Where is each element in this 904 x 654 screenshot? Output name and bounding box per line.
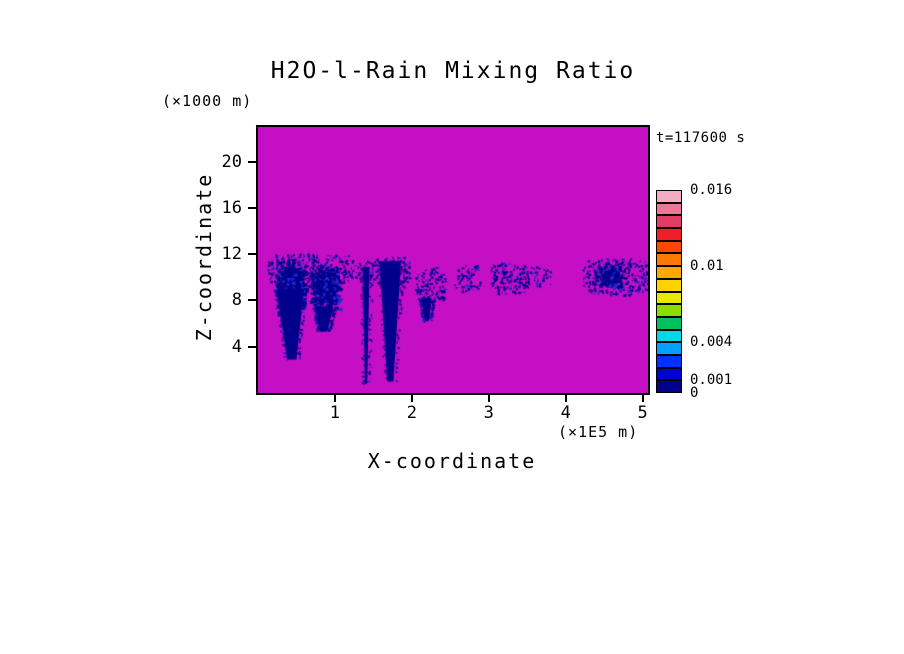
- chart-title: H2O-l-Rain Mixing Ratio: [270, 58, 636, 84]
- x-tick-mark: [641, 395, 644, 402]
- time-annotation: t=117600 s: [656, 130, 746, 146]
- colorbar-segment: [656, 215, 682, 229]
- colorbar-segment: [656, 190, 682, 203]
- plot-frame: [256, 125, 650, 395]
- x-tick-label: 1: [329, 403, 341, 423]
- x-tick-label: 3: [483, 403, 494, 423]
- x-tick-mark: [333, 395, 336, 402]
- colorbar-segment: [656, 266, 682, 279]
- y-tick-label: 20: [221, 151, 242, 172]
- y-tick-mark: [248, 253, 256, 256]
- colorbar-segment: [656, 342, 682, 355]
- y-axis-title: Z-coordinate: [192, 172, 216, 342]
- colorbar-segment: [656, 304, 682, 317]
- x-tick-mark: [487, 395, 490, 402]
- colorbar-segment: [656, 228, 682, 241]
- heatmap-canvas: [258, 127, 648, 393]
- x-tick-label: 2: [406, 403, 417, 423]
- colorbar-segment: [656, 329, 682, 343]
- x-tick-label: 4: [560, 403, 571, 423]
- colorbar-segment: [656, 240, 682, 254]
- colorbar-segment: [656, 202, 682, 216]
- x-tick-label: 5: [637, 403, 648, 423]
- colorbar-segment: [656, 278, 682, 292]
- colorbar: [656, 190, 682, 393]
- y-tick-mark: [248, 345, 256, 348]
- colorbar-segment: [656, 380, 682, 393]
- colorbar-tick-label: 0.004: [690, 334, 733, 351]
- colorbar-tick-label: 0.01: [690, 258, 724, 275]
- x-axis-unit-label: (×1E5 m): [558, 423, 639, 441]
- colorbar-segment: [656, 253, 682, 267]
- colorbar-segment: [656, 354, 682, 368]
- colorbar-tick-label: 0.001: [690, 372, 733, 389]
- colorbar-segment: [656, 291, 682, 305]
- colorbar-tick-label: 0: [690, 385, 699, 401]
- colorbar-segment: [656, 316, 682, 330]
- x-tick-mark: [410, 395, 413, 402]
- colorbar-tick-label: 0.016: [690, 182, 733, 198]
- x-tick-mark: [564, 395, 567, 402]
- y-axis-unit-label: (×1000 m): [162, 92, 253, 110]
- y-tick-mark: [248, 160, 256, 163]
- y-tick-mark: [248, 206, 256, 209]
- y-tick-mark: [248, 299, 256, 302]
- colorbar-segment: [656, 367, 682, 381]
- x-axis-title: X-coordinate: [367, 449, 537, 473]
